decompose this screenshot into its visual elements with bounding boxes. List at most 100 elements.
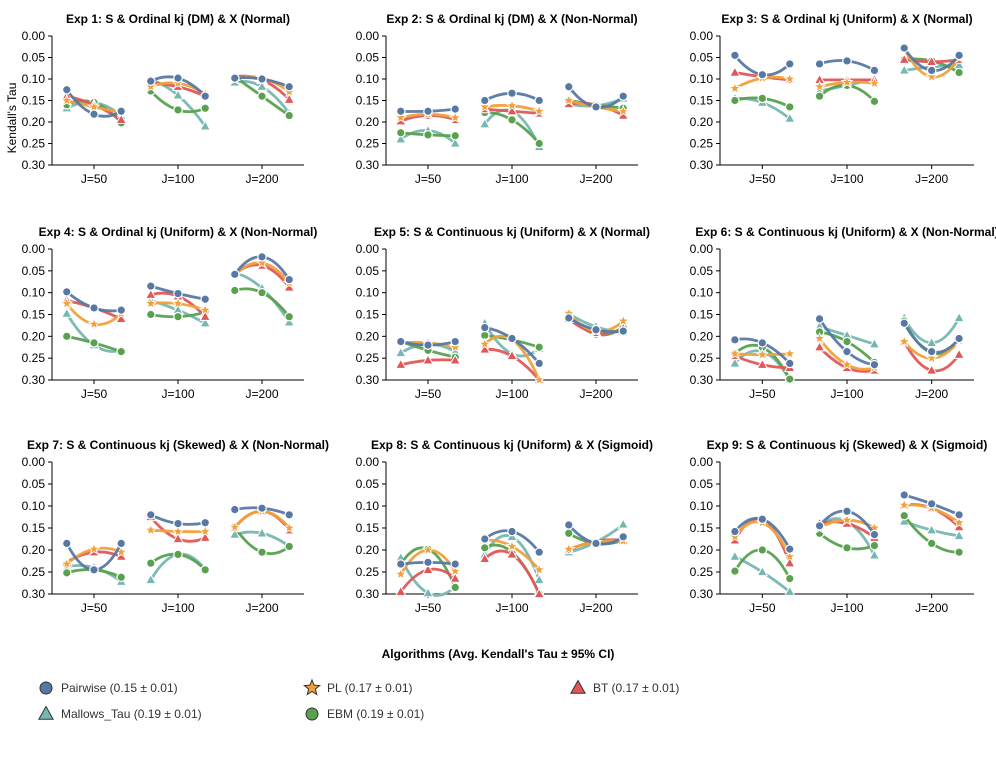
data-point-pairwise	[173, 73, 183, 83]
y-tick-label: 0.20	[22, 115, 46, 129]
data-point-mallows	[449, 137, 462, 148]
data-point-mallows	[422, 586, 434, 598]
legend-label-pairwise: Pairwise (0.15 ± 0.01)	[61, 681, 178, 695]
panels-group: Exp 1: S & Ordinal kj (DM) & X (Normal) 0…	[22, 12, 996, 615]
y-tick-label: 0.10	[690, 72, 714, 86]
panel-6: Exp 6: S & Continuous kj (Uniform) & X (…	[690, 225, 996, 401]
data-point-pairwise	[814, 520, 825, 531]
y-tick-label: 0.20	[356, 115, 380, 129]
legend-marker-ebm	[305, 707, 319, 721]
data-point-bt	[783, 556, 796, 568]
data-point-pl	[394, 567, 408, 580]
y-tick-label: 0.30	[690, 158, 714, 172]
panel-title: Exp 9: S & Continuous kj (Skewed) & X (S…	[707, 438, 988, 452]
data-point-pairwise	[563, 313, 574, 323]
data-point-pairwise	[89, 564, 99, 575]
data-point-pl	[728, 346, 742, 360]
data-point-pairwise	[145, 76, 156, 86]
data-point-pairwise	[618, 531, 629, 542]
data-point-mallows	[617, 518, 630, 529]
data-point-pairwise	[479, 95, 490, 106]
data-point-pairwise	[61, 84, 72, 95]
data-point-pairwise	[200, 517, 211, 528]
panel-title: Exp 1: S & Ordinal kj (DM) & X (Normal)	[66, 12, 290, 26]
data-point-pairwise	[618, 326, 629, 336]
data-point-ebm	[534, 138, 545, 149]
x-tick-label: J=100	[161, 172, 194, 186]
x-tick-label: J=100	[495, 387, 528, 401]
data-point-pairwise	[842, 346, 852, 357]
data-point-pairwise	[899, 318, 910, 329]
y-tick-label: 0.15	[356, 94, 380, 108]
data-point-pairwise	[284, 274, 295, 285]
data-point-pl	[925, 69, 939, 83]
data-point-pl	[897, 334, 911, 348]
data-point-ebm	[423, 130, 433, 140]
data-point-mallows	[199, 316, 212, 328]
data-point-ebm	[229, 285, 240, 296]
data-point-pl	[448, 564, 462, 577]
legend: Algorithms (Avg. Kendall's Tau ± 95% CI)…	[38, 647, 679, 721]
data-point-pairwise	[563, 81, 574, 92]
data-point-bt	[506, 349, 518, 361]
data-point-bt	[506, 548, 518, 559]
data-point-bt	[953, 348, 965, 359]
x-tick-label: J=200	[915, 387, 948, 401]
data-point-pl	[897, 498, 911, 511]
y-tick-label: 0.10	[22, 72, 46, 86]
data-point-pairwise	[89, 109, 99, 120]
data-point-ebm	[869, 96, 880, 107]
legend-marker-bt	[570, 679, 586, 694]
data-point-pl	[532, 373, 546, 386]
data-point-pairwise	[730, 526, 740, 537]
data-point-mallows	[868, 549, 881, 560]
data-point-pairwise	[173, 288, 183, 299]
data-point-mallows	[925, 523, 938, 535]
data-point-pl	[616, 314, 630, 327]
y-tick-label: 0.10	[690, 499, 714, 513]
y-tick-label: 0.10	[356, 286, 380, 300]
y-tick-label: 0.05	[22, 51, 46, 65]
x-tick-label: J=50	[81, 601, 108, 615]
data-point-pairwise	[926, 498, 937, 509]
data-point-ebm	[116, 346, 127, 357]
x-tick-label: J=200	[245, 172, 278, 186]
data-point-ebm	[757, 93, 768, 104]
y-tick-label: 0.25	[356, 137, 380, 151]
y-tick-label: 0.30	[22, 587, 46, 601]
panel-title: Exp 7: S & Continuous kj (Skewed) & X (N…	[27, 438, 329, 452]
data-point-pairwise	[954, 509, 964, 520]
y-tick-label: 0.05	[356, 51, 380, 65]
data-point-pairwise	[284, 509, 295, 520]
x-tick-label: J=50	[749, 172, 776, 186]
data-point-pairwise	[257, 74, 267, 84]
legend-item-pairwise: Pairwise (0.15 ± 0.01)	[39, 681, 178, 695]
panel-title: Exp 2: S & Ordinal kj (DM) & X (Non-Norm…	[386, 12, 637, 26]
y-tick-label: 0.30	[22, 373, 46, 387]
panel-2: Exp 2: S & Ordinal kj (DM) & X (Non-Norm…	[356, 12, 638, 186]
data-point-bt	[898, 53, 911, 64]
data-point-ebm	[284, 110, 295, 121]
panel-1: Exp 1: S & Ordinal kj (DM) & X (Normal) 0…	[22, 12, 304, 186]
data-point-pl	[812, 79, 827, 93]
y-tick-label: 0.00	[690, 455, 714, 469]
data-point-ebm	[395, 127, 406, 138]
data-point-pairwise	[479, 534, 490, 544]
data-point-pairwise	[423, 106, 433, 117]
legend-marker-mallows	[38, 705, 54, 720]
data-point-pl	[60, 296, 74, 310]
data-point-pl	[952, 515, 966, 529]
data-point-bt	[756, 358, 769, 369]
data-point-pl	[840, 513, 854, 526]
data-point-mallows	[756, 565, 769, 577]
panel-7: Exp 7: S & Continuous kj (Skewed) & X (N…	[22, 438, 329, 615]
data-point-pairwise	[869, 529, 880, 540]
data-point-ebm	[899, 510, 910, 521]
data-point-pl	[60, 93, 74, 107]
y-tick-label: 0.05	[690, 51, 714, 65]
data-point-pairwise	[89, 303, 99, 313]
y-tick-label: 0.25	[22, 351, 46, 365]
data-point-pairwise	[534, 358, 545, 369]
data-point-mallows	[953, 311, 965, 323]
